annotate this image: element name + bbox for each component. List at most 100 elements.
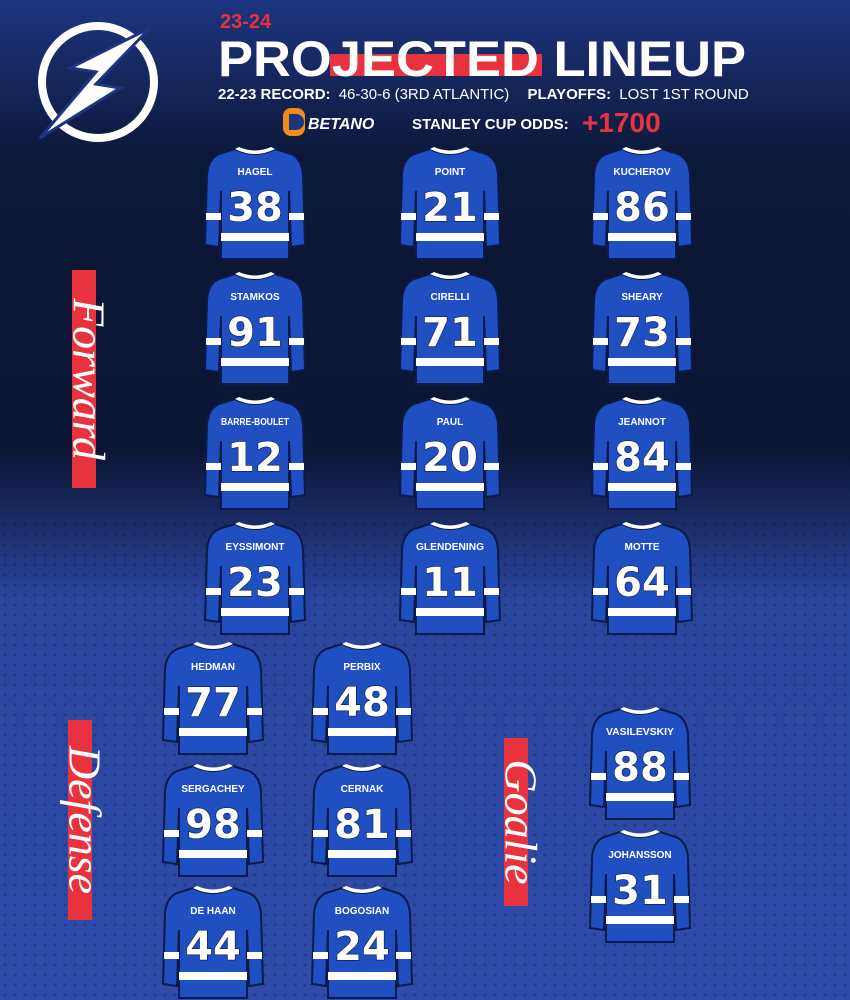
player-name: JEANNOT [618, 417, 666, 428]
section-label: Defense [59, 745, 110, 894]
record-label: 22-23 RECORD: [218, 86, 331, 103]
jersey-stripe [313, 708, 328, 715]
jersey-stripe [484, 213, 499, 220]
jersey-stripe [591, 896, 606, 903]
playoffs-label: PLAYOFFS: [527, 86, 611, 103]
player-number: 77 [185, 680, 241, 726]
jersey-stripe [608, 233, 676, 241]
jersey: POINT 21 [398, 147, 502, 260]
player-name: EYSSIMONT [226, 542, 285, 553]
player-number: 12 [227, 435, 283, 481]
jersey-stripe [179, 728, 247, 736]
jersey-collar [622, 147, 662, 154]
player-number: 21 [422, 185, 478, 231]
player-name: SERGACHEY [181, 784, 245, 795]
player-number: 23 [227, 560, 283, 606]
jersey-stripe [593, 213, 608, 220]
jersey-stripe [289, 338, 304, 345]
jersey: PAUL 20 [398, 397, 502, 510]
player-number: 64 [614, 560, 670, 606]
playoffs: LOST 1ST ROUND [619, 86, 749, 103]
player-name: MOTTE [625, 542, 660, 553]
player-name: HEDMAN [191, 662, 235, 673]
jersey-stripe [416, 358, 484, 366]
jersey-stripe [328, 850, 396, 858]
record-line: 22-23 RECORD: 46-30-6 (3RD ATLANTIC) PLA… [218, 86, 749, 103]
title-accent [330, 54, 542, 76]
player-name: PERBIX [343, 662, 381, 673]
jersey-stripe [313, 952, 328, 959]
player-number: 73 [614, 310, 670, 356]
section-bar [504, 738, 528, 906]
jersey-stripe [289, 463, 304, 470]
player-number: 81 [334, 802, 390, 848]
jersey: SERGACHEY 98 [161, 764, 265, 877]
jersey: JOHANSSON 31 [588, 830, 692, 943]
player-number: 20 [422, 435, 478, 481]
jersey-collar [622, 272, 662, 279]
jersey-collar [342, 642, 382, 649]
jersey-stripe [179, 972, 247, 980]
jersey-stripe [206, 338, 221, 345]
jersey: CIRELLI 71 [398, 272, 502, 385]
jersey: MOTTE 64 [590, 522, 694, 635]
jersey: KUCHEROV 86 [590, 147, 694, 260]
jersey-stripe [401, 463, 416, 470]
jersey-stripe [179, 850, 247, 858]
jersey-stripe [401, 213, 416, 220]
jersey-stripe [591, 773, 606, 780]
jersey-collar [342, 764, 382, 771]
player-number: 31 [612, 868, 668, 914]
record: 46-30-6 (3RD ATLANTIC) [339, 86, 510, 103]
jersey-stripe [247, 830, 262, 837]
jersey-collar [622, 397, 662, 404]
player-name: CIRELLI [431, 292, 470, 303]
jersey-stripe [484, 588, 499, 595]
jersey-stripe [313, 830, 328, 837]
jersey-stripe [221, 483, 289, 491]
player-name: VASILEVSKIY [606, 727, 674, 738]
section-label: Goalie [495, 759, 546, 884]
team-logo [38, 22, 158, 142]
player-number: 11 [422, 560, 478, 606]
jersey-stripe [608, 608, 676, 616]
jersey-stripe [247, 952, 262, 959]
jersey-collar [430, 522, 470, 529]
jersey-stripe [676, 338, 691, 345]
player-name: JOHANSSON [608, 850, 671, 861]
jersey-stripe [416, 608, 484, 616]
jersey: SHEARY 73 [590, 272, 694, 385]
jersey: BARRE-BOULET 12 [203, 397, 307, 510]
jersey-stripe [396, 952, 411, 959]
jersey: EYSSIMONT 23 [203, 522, 307, 635]
jersey-stripe [221, 233, 289, 241]
jersey-stripe [676, 463, 691, 470]
jersey-collar [193, 642, 233, 649]
jersey: CERNAK 81 [310, 764, 414, 877]
odds: +1700 [582, 107, 661, 138]
player-name: CERNAK [341, 784, 385, 795]
jersey-collar [430, 272, 470, 279]
jersey-collar [622, 522, 662, 529]
jersey-stripe [289, 213, 304, 220]
jersey-stripe [484, 338, 499, 345]
jersey-collar [620, 707, 660, 714]
jersey-stripe [206, 588, 221, 595]
jersey: HEDMAN 77 [161, 642, 265, 755]
player-number: 91 [227, 310, 283, 356]
jersey-stripe [206, 213, 221, 220]
player-number: 38 [227, 185, 283, 231]
jersey-collar [430, 397, 470, 404]
jersey: DE HAAN 44 [161, 886, 265, 999]
jersey-collar [235, 397, 275, 404]
player-number: 44 [185, 924, 241, 970]
player-name: HAGEL [238, 167, 273, 178]
jersey: VASILEVSKIY 88 [588, 707, 692, 820]
player-name: KUCHEROV [613, 167, 671, 178]
jersey: STAMKOS 91 [203, 272, 307, 385]
jersey-stripe [289, 588, 304, 595]
player-name: DE HAAN [190, 906, 236, 917]
jersey-stripe [593, 463, 608, 470]
jersey-stripe [396, 708, 411, 715]
